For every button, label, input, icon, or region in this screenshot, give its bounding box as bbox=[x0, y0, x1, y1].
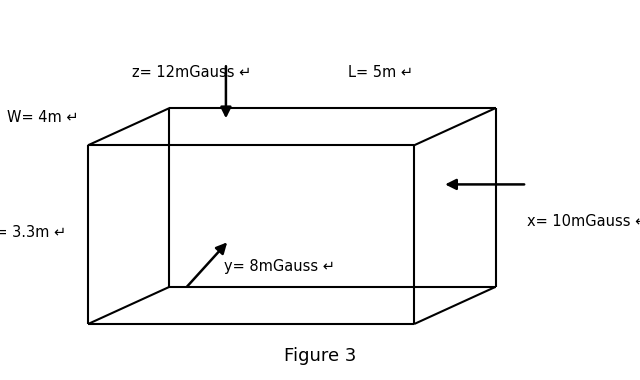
Text: Figure 3: Figure 3 bbox=[284, 347, 356, 365]
Text: L= 5m ↵: L= 5m ↵ bbox=[348, 65, 413, 80]
Text: W= 4m ↵: W= 4m ↵ bbox=[7, 110, 79, 125]
Text: z= 12mGauss ↵: z= 12mGauss ↵ bbox=[132, 65, 251, 80]
Text: y= 8mGauss ↵: y= 8mGauss ↵ bbox=[224, 259, 335, 274]
Text: x= 10mGauss ↵: x= 10mGauss ↵ bbox=[527, 214, 640, 229]
Text: h= 3.3m ↵: h= 3.3m ↵ bbox=[0, 225, 66, 240]
